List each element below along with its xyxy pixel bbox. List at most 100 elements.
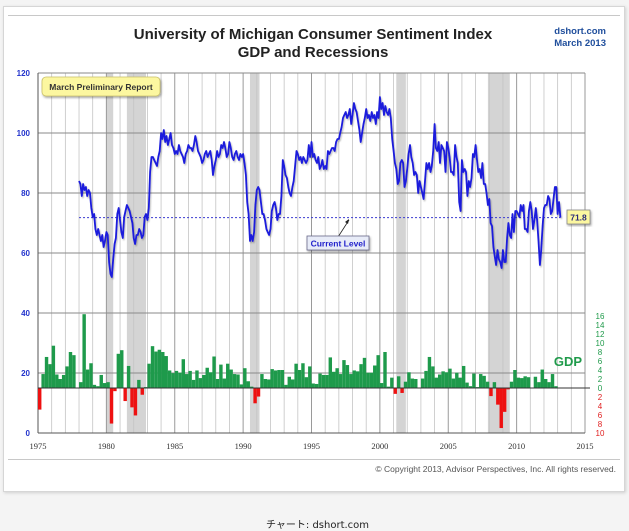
gdp-bar-positive <box>541 370 544 388</box>
gdp-bar-positive <box>465 383 468 388</box>
gdp-bar-positive <box>411 379 414 388</box>
gdp-bar-negative <box>38 388 41 410</box>
gdp-bar-positive <box>346 365 349 388</box>
gdp-bar-positive <box>441 371 444 388</box>
gdp-bar-positive <box>424 371 427 388</box>
gdp-bar-positive <box>247 381 250 388</box>
chart-caption: チャート: dshort.com <box>266 516 369 531</box>
gdp-bar-positive <box>192 380 195 388</box>
x-tick-label: 1975 <box>30 441 47 451</box>
gdp-bar-positive <box>117 354 120 388</box>
gdp-bar-negative <box>503 388 506 412</box>
gdp-bar-positive <box>493 382 496 388</box>
copyright-text: © Copyright 2013, Advisor Perspectives, … <box>375 464 616 474</box>
gdp-bar-positive <box>274 370 277 388</box>
gdp-label: GDP <box>554 354 583 369</box>
gdp-bar-positive <box>164 356 167 388</box>
gdp-bar-positive <box>106 382 109 388</box>
gdp-bar-positive <box>312 384 315 389</box>
gdp-bar-positive <box>537 382 540 388</box>
gdp-bar-positive <box>151 346 154 388</box>
gdp-tick-negative: 2 <box>598 393 603 402</box>
gdp-bar-positive <box>390 378 393 388</box>
y-tick-label: 100 <box>17 129 31 138</box>
gdp-bar-positive <box>305 377 308 388</box>
gdp-bar-positive <box>82 314 85 388</box>
gdp-bar-negative <box>500 388 503 428</box>
gdp-bar-positive <box>342 360 345 388</box>
gdp-tick-positive: 6 <box>598 357 603 366</box>
brand-label: dshort.com <box>554 26 606 37</box>
gdp-bar-positive <box>182 359 185 388</box>
gdp-bar-positive <box>407 372 410 388</box>
gdp-bar-positive <box>353 370 356 388</box>
gdp-bar-positive <box>308 366 311 388</box>
gdp-bar-positive <box>482 376 485 388</box>
gdp-bar-positive <box>383 352 386 388</box>
gdp-bar-positive <box>349 374 352 388</box>
gdp-bar-positive <box>510 382 513 388</box>
gdp-bar-positive <box>431 366 434 388</box>
arrow-head-icon <box>345 219 349 224</box>
gdp-bar-positive <box>69 352 72 388</box>
gdp-bar-positive <box>462 366 465 388</box>
gdp-bar-positive <box>41 374 44 388</box>
gdp-tick-positive: 8 <box>598 348 603 357</box>
gdp-bar-positive <box>264 379 267 388</box>
gdp-bar-positive <box>260 374 263 388</box>
gdp-bar-positive <box>137 380 140 388</box>
gdp-tick-positive: 4 <box>598 366 603 375</box>
gdp-bar-negative <box>394 388 397 394</box>
gdp-bar-positive <box>212 357 215 389</box>
gdp-bar-positive <box>318 374 321 388</box>
x-tick-label: 2000 <box>371 441 388 451</box>
gdp-bar-positive <box>404 382 407 388</box>
gdp-bar-positive <box>127 366 130 388</box>
gdp-bar-positive <box>356 371 359 388</box>
gdp-bar-positive <box>223 379 226 388</box>
gdp-bar-positive <box>435 378 438 388</box>
y-tick-label: 80 <box>21 189 30 198</box>
gdp-bar-positive <box>366 373 369 388</box>
gdp-bar-positive <box>459 378 462 388</box>
x-tick-label: 1985 <box>166 441 183 451</box>
current-level-label: Current Level <box>311 239 366 249</box>
gdp-tick-negative: 8 <box>598 420 603 429</box>
current-value-annotation: 71.8 <box>567 210 590 224</box>
gdp-tick-positive: 12 <box>596 330 605 339</box>
gdp-bar-positive <box>219 365 222 388</box>
gdp-bar-positive <box>89 363 92 388</box>
gdp-bar-positive <box>59 379 62 388</box>
gdp-bar-negative <box>110 388 113 424</box>
current-value-label: 71.8 <box>570 213 587 223</box>
gdp-bar-positive <box>202 375 205 388</box>
gdp-bar-positive <box>216 379 219 388</box>
gdp-bar-positive <box>455 373 458 388</box>
gdp-bar-positive <box>332 372 335 388</box>
gdp-bar-negative <box>400 388 403 393</box>
gdp-bar-positive <box>544 379 547 388</box>
gdp-tick-negative: 4 <box>598 402 603 411</box>
gdp-bar-positive <box>520 378 523 388</box>
march-report-annotation: March Preliminary Report <box>42 77 160 96</box>
x-tick-label: 1980 <box>98 441 115 451</box>
gdp-bar-positive <box>188 371 191 388</box>
y-tick-label: 120 <box>17 69 31 78</box>
gdp-bar-positive <box>161 352 164 388</box>
gdp-bar-positive <box>270 369 273 388</box>
gdp-bar-positive <box>448 369 451 388</box>
gdp-bar-positive <box>523 376 526 388</box>
y-tick-label: 60 <box>21 249 30 258</box>
gdp-bar-positive <box>322 375 325 388</box>
gdp-bar-positive <box>414 379 417 388</box>
gdp-bar-positive <box>335 368 338 388</box>
gdp-bar-positive <box>209 372 212 388</box>
gdp-bar-positive <box>240 384 243 388</box>
gdp-bar-positive <box>479 374 482 388</box>
gdp-tick-negative: 10 <box>596 429 605 438</box>
gdp-bar-positive <box>120 350 123 388</box>
gdp-bar-positive <box>486 382 489 388</box>
gdp-bar-positive <box>267 379 270 388</box>
gdp-bar-positive <box>339 374 342 388</box>
